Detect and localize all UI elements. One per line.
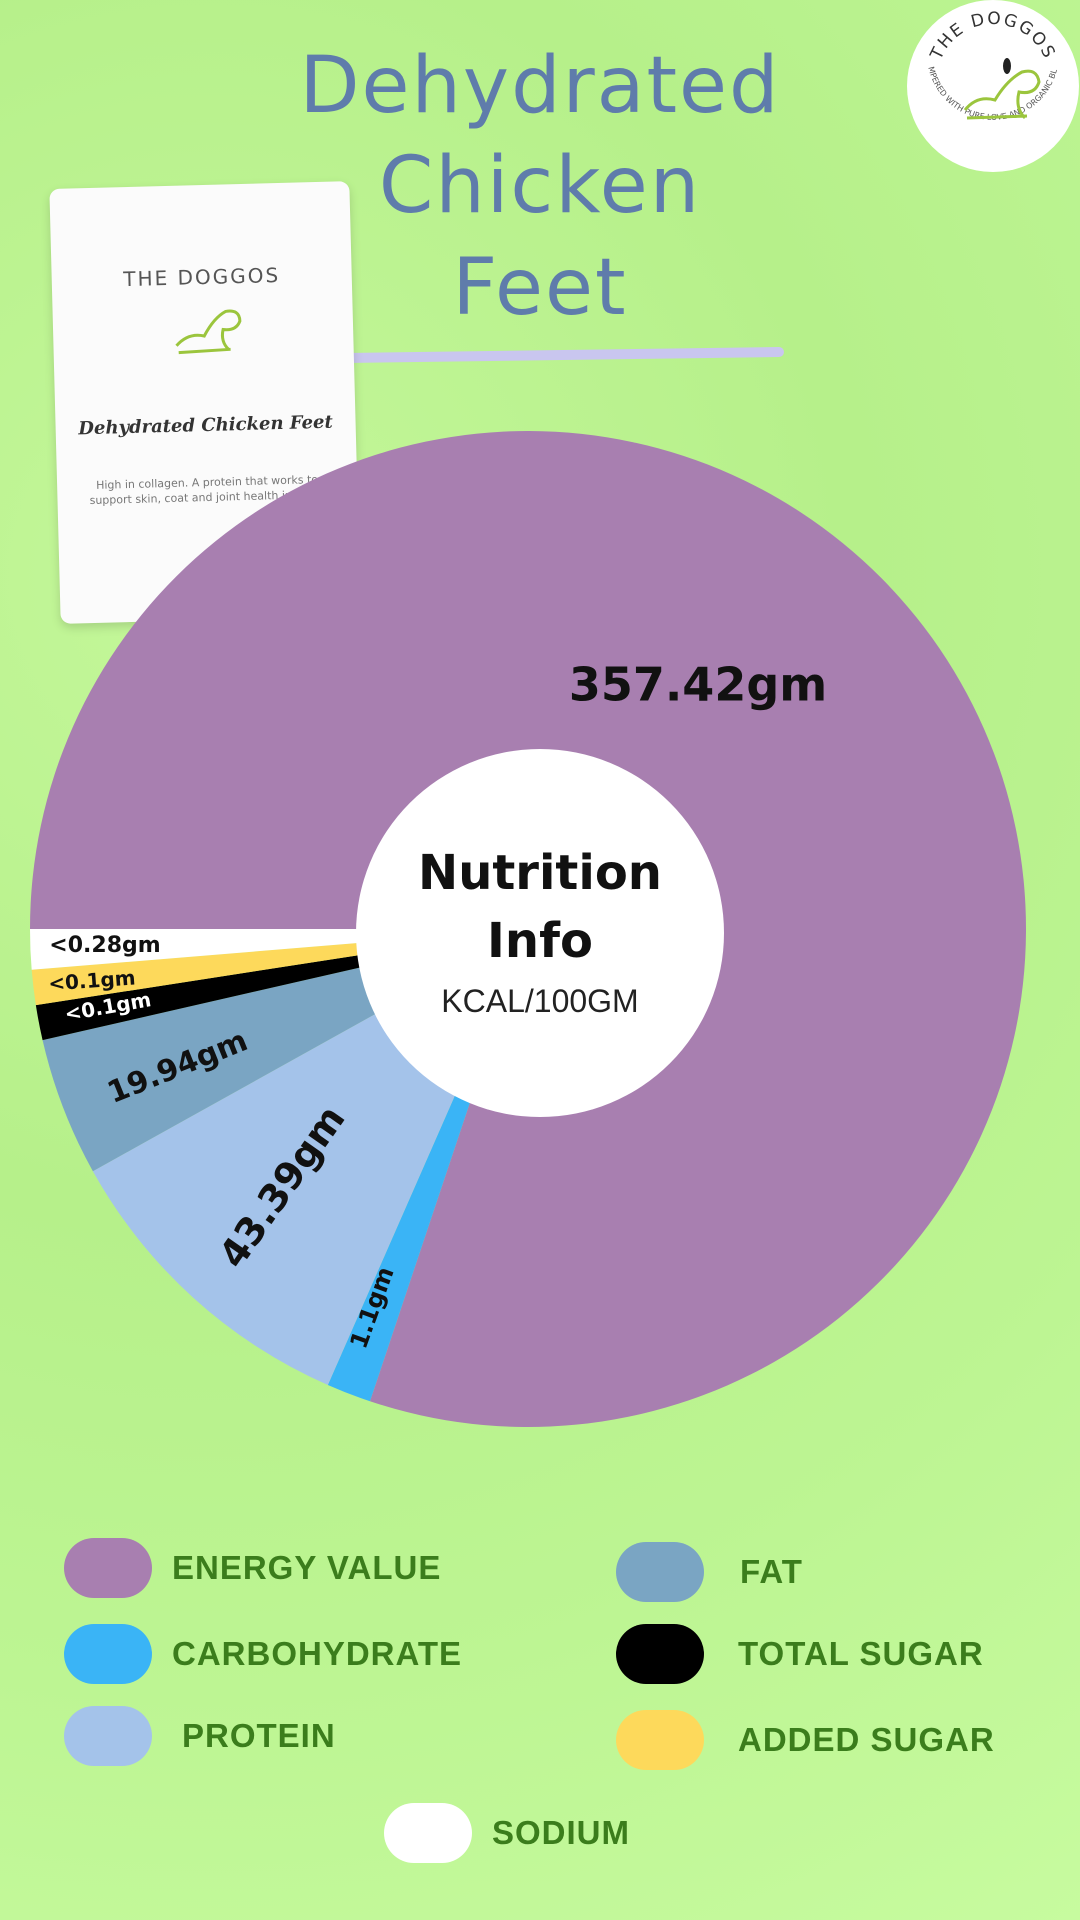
legend-label: CARBOHYDRATE [172,1635,463,1672]
center-title-2: Info [487,913,593,969]
legend-label: ADDED SUGAR [738,1721,995,1758]
legend-swatch [616,1542,704,1602]
brand-logo: THE DOGGOS PAMPERED WITH PURE LOVE AND O… [904,0,1079,172]
legend-swatch [64,1624,152,1684]
legend-label: TOTAL SUGAR [738,1635,984,1672]
product-package-image: THE DOGGOS Dehydrated Chicken Feet High … [49,181,361,624]
title-line-3: Feet [452,243,628,333]
legend-label: FAT [740,1553,803,1590]
legend-item-sodium: SODIUM [384,1803,630,1863]
title-line-2: Chicken [378,141,702,231]
chart-center-label: Nutrition Info KCAL/100GM [356,749,724,1117]
legend-item-added-sugar: ADDED SUGAR [616,1710,995,1770]
legend-swatch [64,1706,152,1766]
legend-swatch [616,1710,704,1770]
legend-item-protein: PROTEIN [64,1706,336,1766]
legend-item-fat: FAT [616,1542,803,1602]
title-line-1: Dehydrated [299,41,781,131]
legend-item-energy: ENERGY VALUE [64,1538,441,1598]
center-title-1: Nutrition [418,845,662,901]
dog-icon [175,309,242,355]
legend-item-carbohydrate: CARBOHYDRATE [64,1624,462,1684]
center-unit: KCAL/100GM [441,983,639,1019]
legend-item-total-sugar: TOTAL SUGAR [616,1624,984,1684]
data-label-energy-value: 357.42gm [569,658,827,712]
legend-label: SODIUM [492,1814,630,1851]
legend-label: PROTEIN [182,1717,336,1754]
legend-swatch [384,1803,472,1863]
dog-icon [963,58,1041,120]
legend-swatch [64,1538,152,1598]
legend-label: ENERGY VALUE [172,1549,442,1586]
legend-swatch [616,1624,704,1684]
data-label-sodium: <0.28gm [49,933,160,958]
